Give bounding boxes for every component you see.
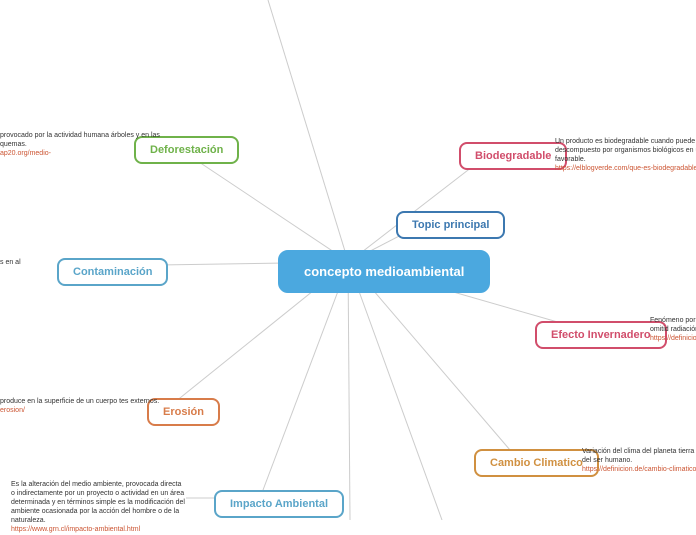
node-label: Contaminación	[73, 266, 152, 278]
desc-url[interactable]: erosion/	[0, 406, 160, 415]
desc-erosion: produce en la superficie de un cuerpo te…	[0, 397, 160, 415]
center-node: concepto medioambiental	[278, 250, 490, 293]
node-efecto[interactable]: Efecto Invernadero	[535, 321, 667, 349]
node-label: Efecto Invernadero	[551, 329, 651, 341]
node-label: Erosión	[163, 406, 204, 418]
node-label: Topic principal	[412, 219, 489, 231]
node-contaminacion[interactable]: Contaminación	[57, 258, 168, 286]
node-label: Cambio Climatico	[490, 457, 583, 469]
node-topic[interactable]: Topic principal	[396, 211, 505, 239]
desc-text: s en al	[0, 258, 60, 267]
desc-url[interactable]: https://definicion.de/cambio-climatico/	[582, 465, 696, 474]
desc-deforestacion: provocado por la actividad humana árbole…	[0, 131, 170, 158]
node-label: Biodegradable	[475, 150, 551, 162]
desc-url[interactable]: https://elblogverde.com/que-es-biodegrad…	[555, 164, 696, 173]
desc-efecto: Fenómeno por e energía omitid radiación …	[650, 316, 696, 343]
desc-text: Es la alteración del medio ambiente, pro…	[11, 480, 186, 525]
node-impacto[interactable]: Impacto Ambiental	[214, 490, 344, 518]
node-biodegradable[interactable]: Biodegradable	[459, 142, 567, 170]
desc-impacto: Es la alteración del medio ambiente, pro…	[11, 480, 186, 535]
desc-text: Un producto es biodegradable cuando pued…	[555, 137, 696, 164]
desc-biodegradable: Un producto es biodegradable cuando pued…	[555, 137, 696, 173]
desc-cambio: Variación del clima del planeta tierra g…	[582, 447, 696, 474]
node-label: Impacto Ambiental	[230, 498, 328, 510]
center-label: concepto medioambiental	[304, 264, 464, 279]
node-cambio[interactable]: Cambio Climatico	[474, 449, 599, 477]
desc-url[interactable]: https://www.grn.cl/impacto-ambiental.htm…	[11, 525, 186, 534]
desc-text: Fenómeno por e energía omitid radiación …	[650, 316, 696, 334]
desc-url[interactable]: https://definicio	[650, 334, 696, 343]
desc-contaminacion: s en al	[0, 258, 60, 267]
desc-text: produce en la superficie de un cuerpo te…	[0, 397, 160, 406]
desc-text: provocado por la actividad humana árbole…	[0, 131, 170, 149]
desc-url[interactable]: ap20.org/medio-	[0, 149, 170, 158]
desc-text: Variación del clima del planeta tierra g…	[582, 447, 696, 465]
